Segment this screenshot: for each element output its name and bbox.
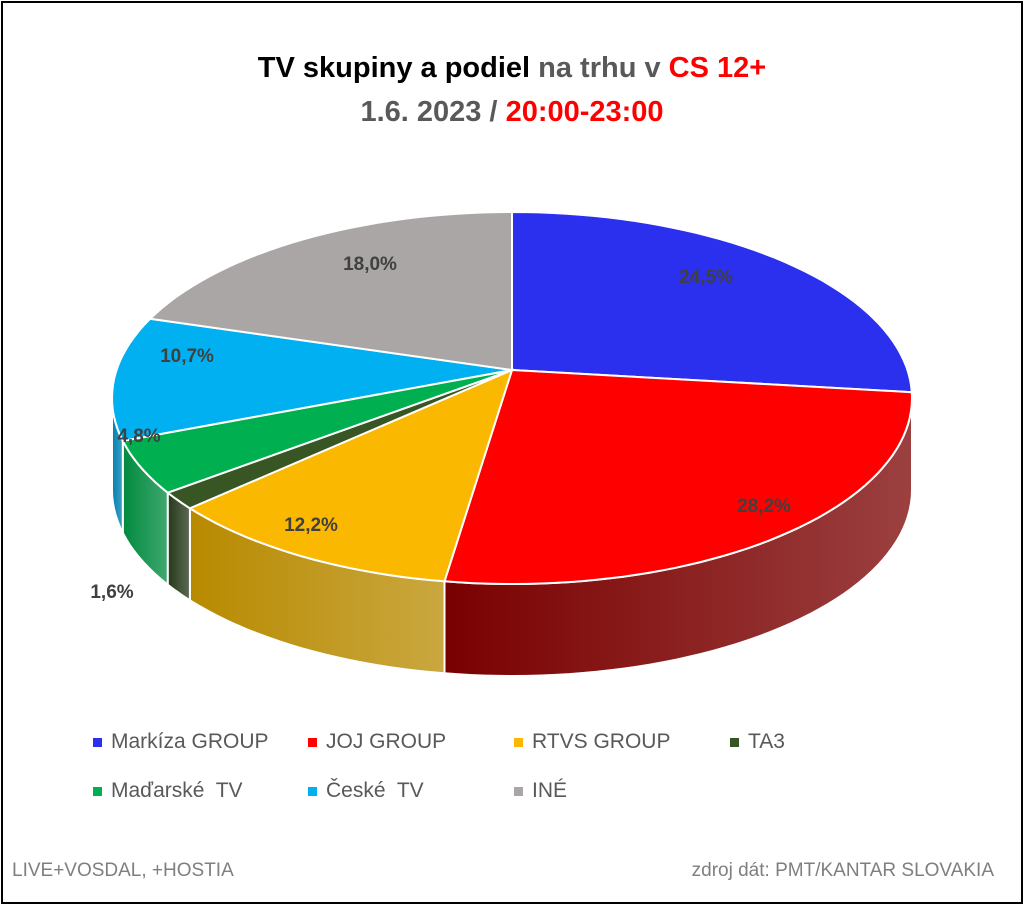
legend-label: TA3	[748, 730, 785, 753]
legend-swatch	[514, 786, 523, 796]
data-label: 10,7%	[160, 346, 214, 367]
title-part: na trhu v	[538, 52, 669, 84]
legend-item: RTVS GROUP	[514, 730, 670, 754]
legend-label: Maďarské TV	[111, 779, 243, 802]
slice-rtvs-group[interactable]	[187, 368, 514, 583]
data-label: 28,2%	[737, 496, 791, 517]
legend-swatch	[93, 786, 102, 796]
legend-item: Markíza GROUP	[93, 730, 269, 754]
slice-in-[interactable]	[147, 210, 513, 372]
legend-item: TA3	[730, 730, 785, 754]
data-label: 4,8%	[117, 426, 160, 447]
slice-side	[166, 490, 191, 603]
data-label: 18,0%	[343, 254, 397, 275]
chart-title-line1: TV skupiny a podiel na trhu v CS 12+	[0, 52, 1024, 85]
title-part: 20:00-23:00	[505, 96, 664, 128]
slice--esk-tv[interactable]	[110, 317, 513, 443]
legend-swatch	[93, 737, 102, 747]
footer-source: zdroj dát: PMT/KANTAR SLOVAKIA	[691, 860, 994, 881]
chart-title-line2: 1.6. 2023 / 20:00-23:00	[0, 96, 1024, 129]
pie-chart: 24,5% 28,2% 12,2% 1,6% 4,8% 10,7% 18,0%	[90, 210, 914, 678]
footer-left: LIVE+VOSDAL, +HOSTIA	[12, 860, 234, 881]
legend-swatch	[308, 737, 317, 747]
legend-label: České TV	[326, 779, 424, 802]
legend-item: JOJ GROUP	[308, 730, 446, 754]
legend-swatch	[730, 737, 739, 747]
slice-mark-za-group[interactable]	[511, 210, 913, 394]
legend-item: INÉ	[514, 779, 567, 803]
legend-label: JOJ GROUP	[326, 730, 447, 753]
legend-label: RTVS GROUP	[532, 730, 671, 753]
legend-swatch	[514, 737, 523, 747]
legend-item: Maďarské TV	[93, 779, 243, 803]
legend-label: Markíza GROUP	[111, 730, 269, 753]
data-label: 1,6%	[90, 582, 133, 603]
legend-item: České TV	[308, 779, 424, 803]
slice-joj-group[interactable]	[443, 368, 914, 586]
legend-swatch	[308, 786, 317, 796]
slice-ma-arsk-tv[interactable]	[121, 369, 513, 494]
data-label: 12,2%	[284, 515, 338, 536]
legend-label: INÉ	[532, 779, 568, 802]
data-label: 24,5%	[679, 267, 733, 288]
title-part: CS 12+	[668, 52, 767, 84]
title-part: 1.6. 2023 /	[360, 96, 506, 128]
title-part: TV skupiny a podiel	[257, 52, 539, 84]
